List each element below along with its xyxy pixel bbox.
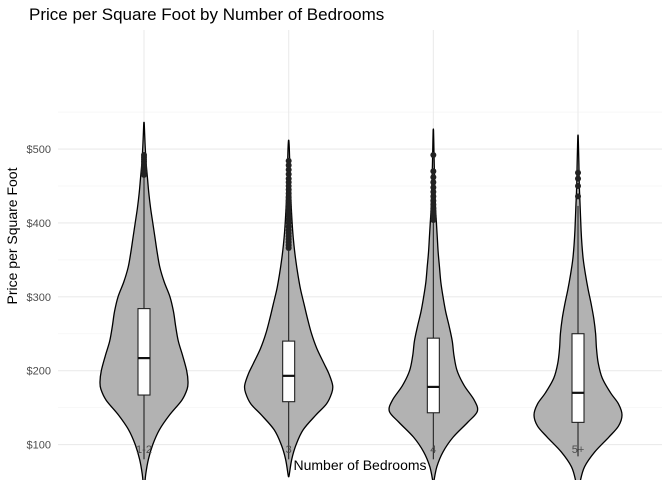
- outlier-point: [430, 197, 437, 204]
- box-iqr: [282, 340, 296, 403]
- outlier-point: [575, 175, 582, 182]
- x-tick-label: 4: [430, 444, 436, 456]
- box-iqr: [571, 333, 585, 423]
- x-tick-label: 5+: [572, 444, 585, 456]
- y-tick-label: $500: [27, 144, 51, 156]
- x-tick-labels: 1-2 3 4 5+: [136, 444, 584, 456]
- outlier-point: [430, 174, 437, 181]
- violin-group-4: [388, 128, 479, 484]
- outlier-point: [430, 188, 437, 195]
- x-axis-label: Number of Bedrooms: [293, 457, 426, 473]
- y-tick-labels: $100 $200 $300 $400 $500: [27, 144, 51, 451]
- violin-group-3: [243, 139, 334, 478]
- y-axis-label: Price per Square Foot: [4, 167, 20, 304]
- outlier-point: [430, 184, 437, 191]
- outlier-point: [285, 162, 292, 169]
- outlier-point: [285, 171, 292, 178]
- violin-layer: [99, 121, 623, 485]
- violin-group-1-2: [99, 121, 189, 485]
- box-iqr: [137, 308, 151, 396]
- chart-title: Price per Square Foot by Number of Bedro…: [29, 5, 384, 24]
- outlier-point: [430, 179, 437, 186]
- outlier-point: [285, 175, 292, 182]
- outlier-point: [575, 193, 582, 200]
- x-tick-label: 3: [286, 444, 292, 456]
- outlier-point: [285, 157, 292, 164]
- x-tick-label: 1-2: [136, 444, 152, 456]
- y-tick-label: $400: [27, 218, 51, 230]
- outlier-point: [430, 193, 437, 200]
- outlier-point: [575, 169, 582, 176]
- box-iqr: [426, 337, 440, 414]
- outlier-point: [430, 168, 437, 175]
- outlier-point: [430, 151, 437, 158]
- y-tick-label: $300: [27, 292, 51, 304]
- outlier-point: [575, 182, 582, 189]
- violin-group-5+: [533, 134, 623, 485]
- y-tick-label: $200: [27, 366, 51, 378]
- y-tick-label: $100: [27, 440, 51, 452]
- outlier-point: [141, 151, 147, 158]
- outlier-point: [285, 166, 292, 173]
